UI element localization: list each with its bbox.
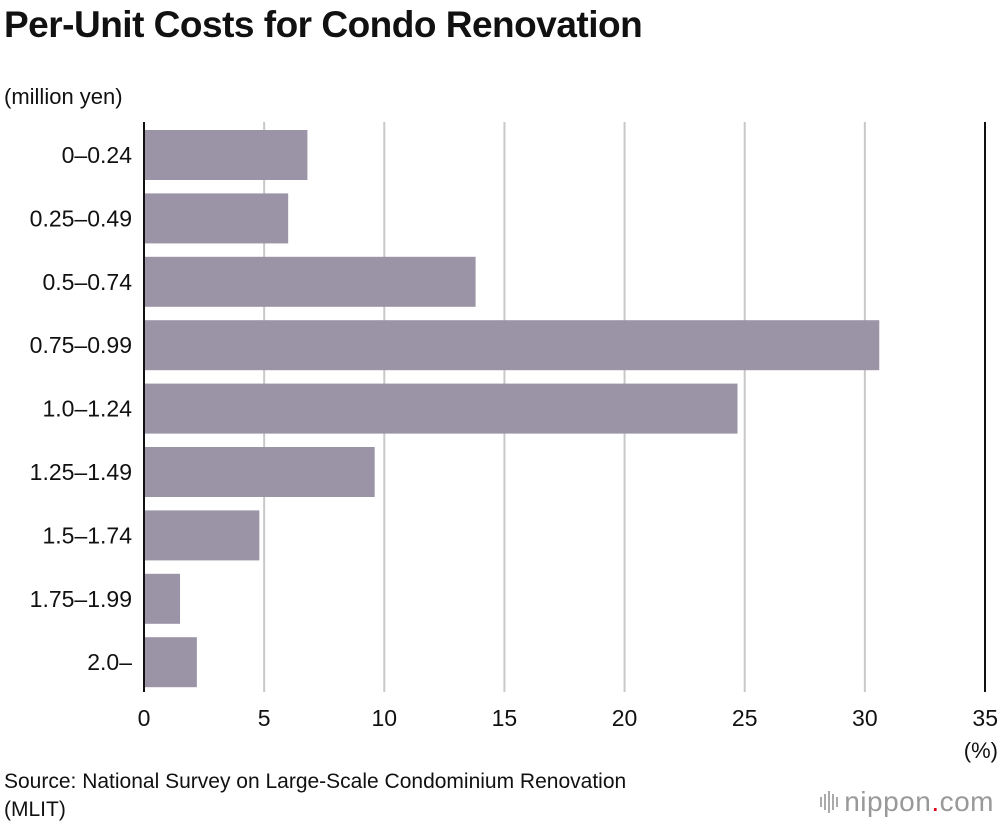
y-axis-unit-label: (million yen) — [4, 84, 123, 109]
logo-mark-icon — [820, 791, 839, 813]
bar — [144, 510, 260, 561]
x-tick-label: 0 — [138, 705, 151, 731]
bar — [144, 320, 880, 371]
x-tick-label: 25 — [732, 705, 758, 731]
category-label: 1.0–1.24 — [42, 396, 132, 422]
x-tick-label: 10 — [371, 705, 397, 731]
nippon-com-logo: nippon.com — [820, 786, 994, 818]
bar — [144, 130, 308, 180]
x-tick-label: 20 — [612, 705, 638, 731]
x-tick-label: 15 — [492, 705, 518, 731]
logo-text: nippon.com — [844, 786, 994, 817]
category-label: 0.25–0.49 — [30, 205, 132, 231]
x-tick-label: 5 — [258, 705, 271, 731]
bar — [144, 637, 197, 688]
category-label: 0.5–0.74 — [42, 269, 132, 295]
bar — [144, 193, 289, 244]
category-label: 2.0– — [87, 649, 132, 675]
x-tick-label: 30 — [852, 705, 878, 731]
chart-title: Per-Unit Costs for Condo Renovation — [4, 4, 643, 45]
source-note: Source: National Survey on Large-Scale C… — [4, 770, 627, 821]
category-label: 1.5–1.74 — [42, 522, 132, 548]
bar — [144, 447, 375, 497]
category-label: 0–0.24 — [62, 142, 133, 168]
bar — [144, 573, 181, 624]
bar-chart: 0–0.24 0.25–0.49 0.5–0.74 0.75–0.99 1.0–1.24… — [30, 122, 998, 763]
category-label: 1.75–1.99 — [30, 586, 132, 612]
bar — [144, 256, 476, 307]
x-axis-unit-label: (%) — [964, 738, 998, 763]
bar — [144, 383, 738, 434]
category-label: 1.25–1.49 — [30, 459, 132, 485]
x-tick-label: 35 — [972, 705, 998, 731]
category-label: 0.75–0.99 — [30, 332, 132, 358]
